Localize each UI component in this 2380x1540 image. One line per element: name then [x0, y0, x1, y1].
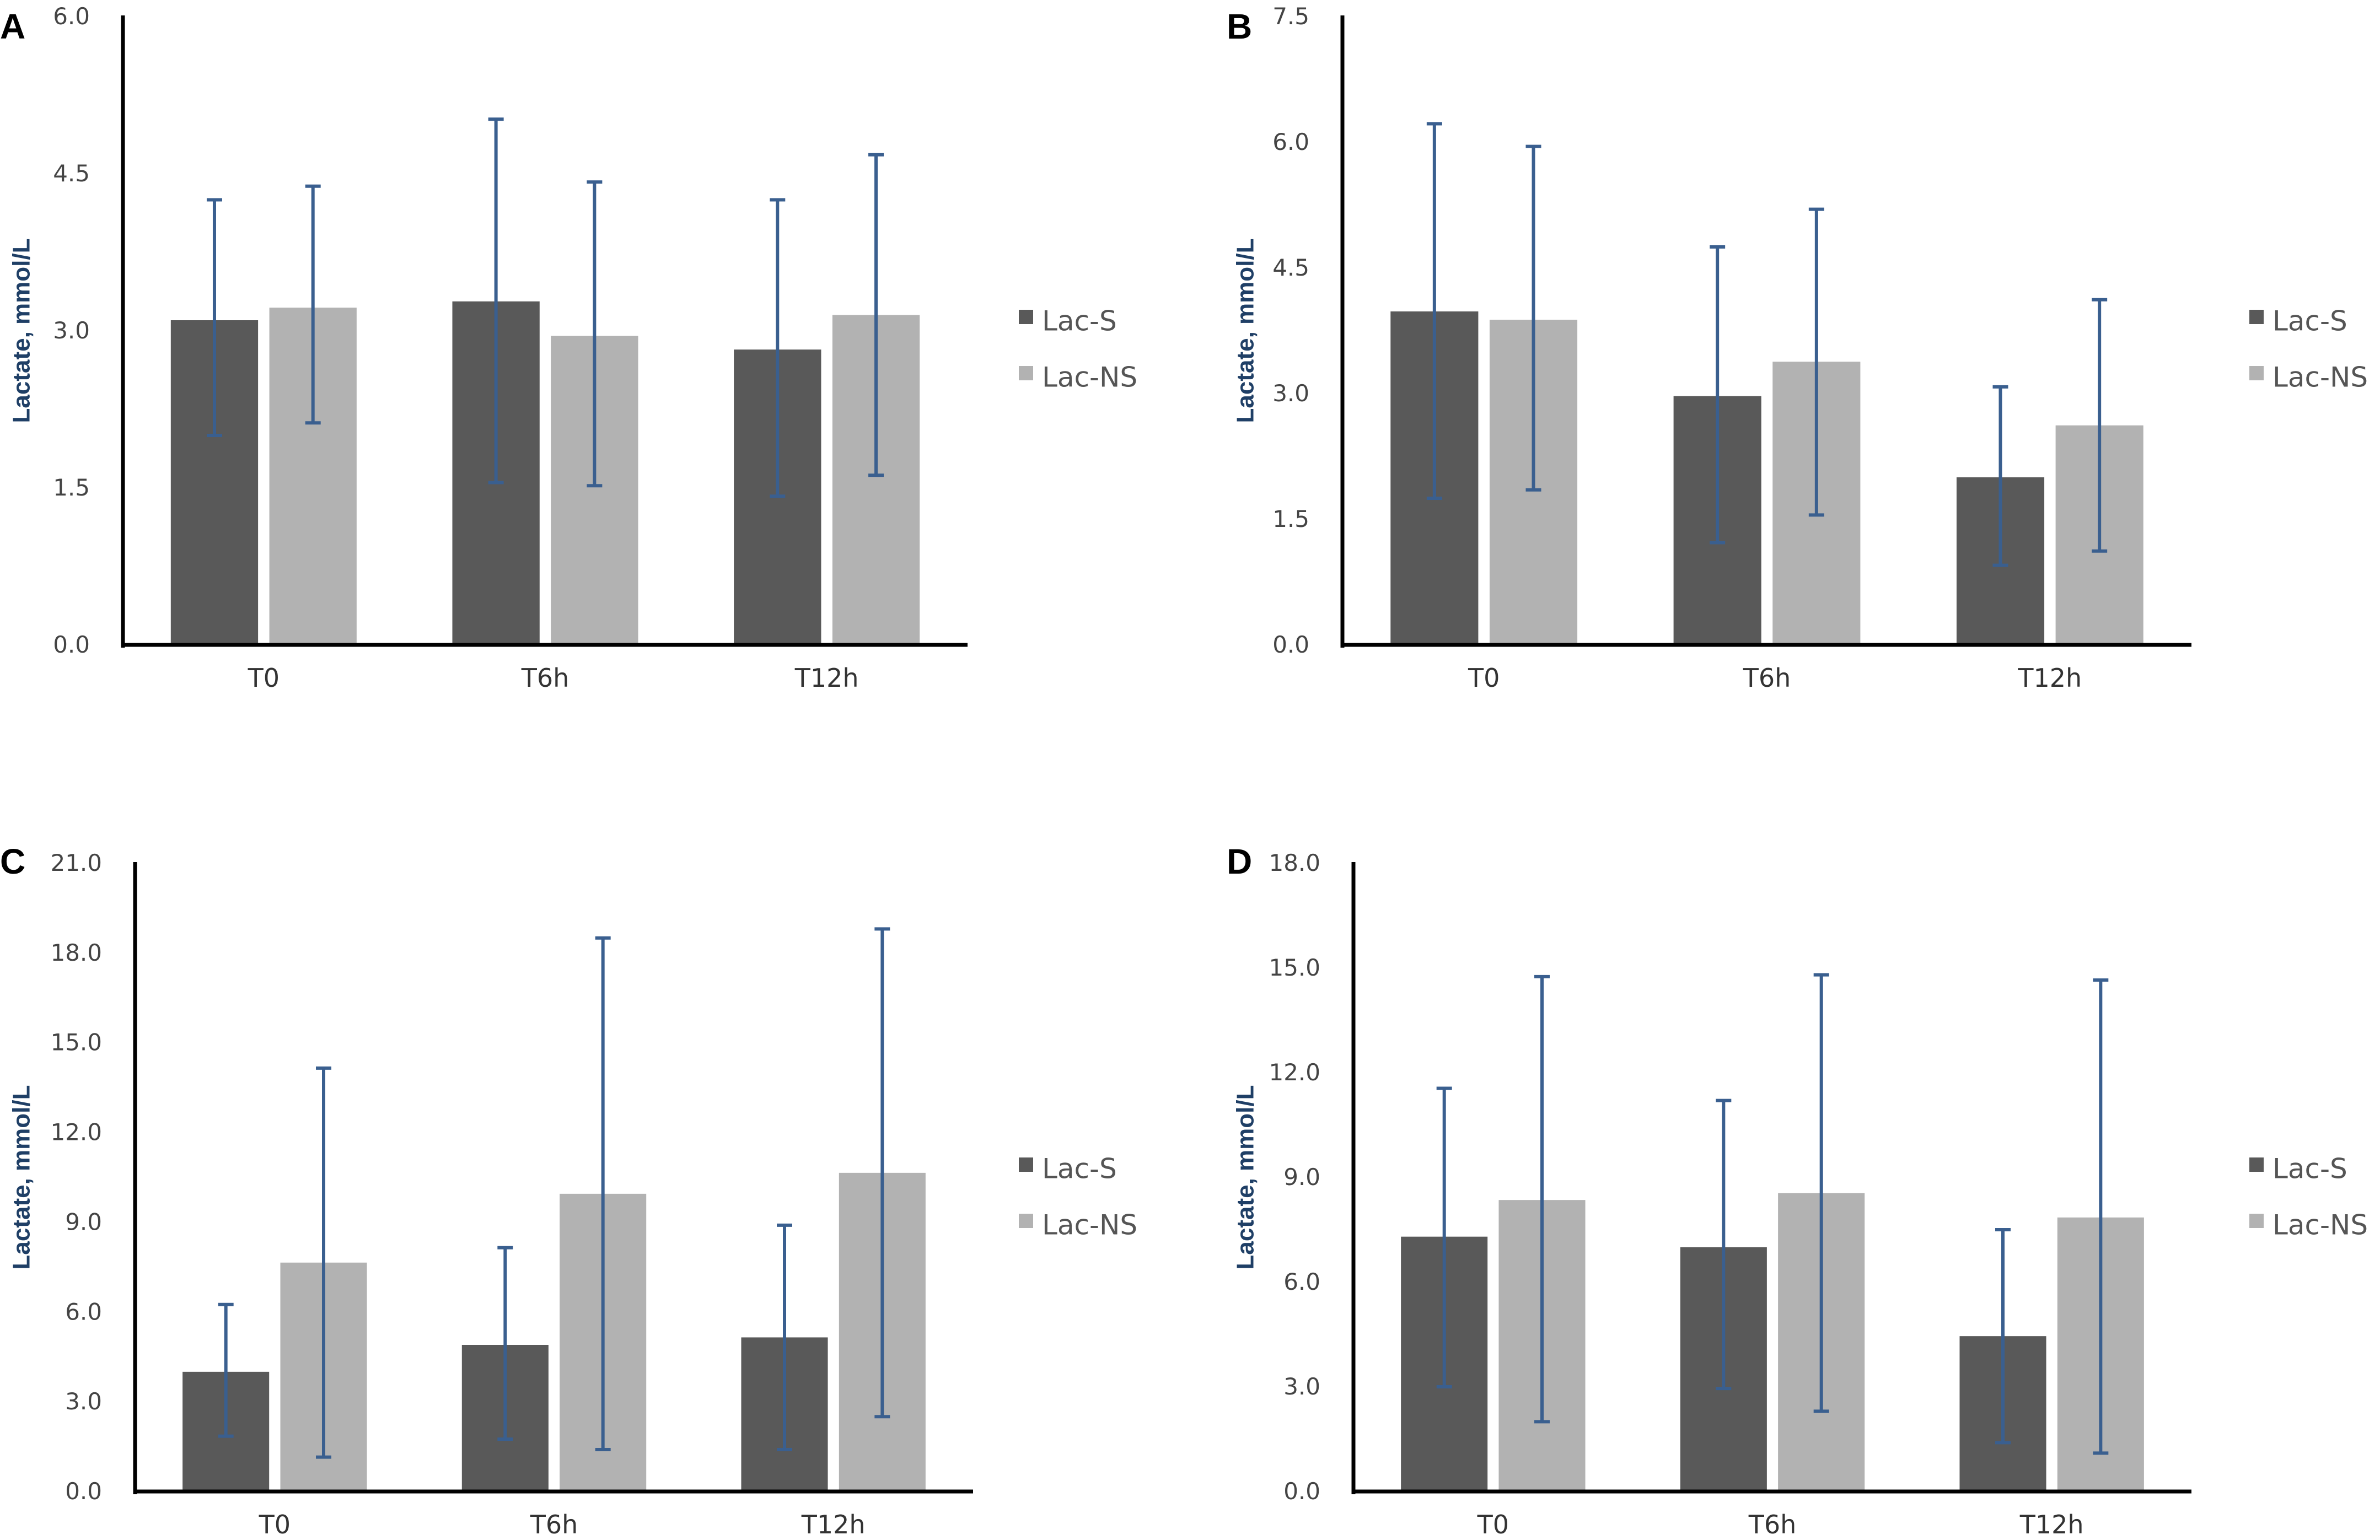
x-tick-label: T12h [2017, 663, 2082, 693]
y-tick-label: 9.0 [1283, 1164, 1320, 1191]
y-tick-label: 1.5 [53, 474, 90, 501]
x-tick-label: T12h [801, 1510, 866, 1539]
x-tick-label: T0 [1468, 663, 1500, 693]
panel-letter: D [1227, 842, 1252, 881]
y-tick-label: 4.5 [53, 160, 90, 187]
legend-swatch [1019, 1157, 1033, 1172]
panel-letter: B [1227, 7, 1252, 46]
y-tick-label: 15.0 [50, 1029, 102, 1056]
y-tick-label: 6.0 [1283, 1268, 1320, 1295]
legend-swatch [1019, 366, 1033, 380]
y-tick-label: 0.0 [1272, 631, 1309, 658]
legend-label: Lac-S [1042, 305, 1117, 337]
x-tick-label: T6h [1748, 1510, 1797, 1539]
y-axis-label: Lactate, mmol/L [1232, 239, 1259, 423]
x-tick-label: T12h [794, 663, 859, 693]
y-tick-label: 6.0 [65, 1298, 102, 1325]
y-tick-label: 6.0 [53, 3, 90, 30]
legend-label: Lac-S [1042, 1153, 1117, 1185]
y-tick-label: 15.0 [1269, 954, 1320, 981]
legend-swatch [1019, 310, 1033, 324]
legend-label: Lac-S [2272, 305, 2347, 337]
x-tick-label: T0 [1477, 1510, 1509, 1539]
y-tick-label: 0.0 [65, 1478, 102, 1505]
y-tick-label: 6.0 [1272, 128, 1309, 155]
legend-swatch [2249, 310, 2264, 324]
legend-label: Lac-NS [2272, 362, 2368, 394]
y-tick-label: 18.0 [50, 939, 102, 966]
x-tick-label: T12h [2019, 1510, 2084, 1539]
y-axis-label: Lactate, mmol/L [1232, 1085, 1259, 1270]
y-tick-label: 9.0 [65, 1208, 102, 1235]
legend-label: Lac-NS [2272, 1209, 2368, 1241]
y-tick-label: 3.0 [1272, 380, 1309, 407]
y-tick-label: 3.0 [1283, 1373, 1320, 1400]
panel-letter: C [0, 842, 25, 881]
x-tick-label: T6h [1743, 663, 1791, 693]
panel-a: A 0.0 1.5 3.0 4.5 6.0 Lactate, mmol/L T0 T6h T12h… [0, 3, 1137, 693]
y-tick-label: 7.5 [1272, 3, 1309, 30]
x-tick-label: T6h [521, 663, 570, 693]
y-tick-label: 21.0 [50, 849, 102, 876]
y-tick-label: 18.0 [1269, 849, 1320, 876]
legend-swatch [2249, 366, 2264, 380]
panel-c: C 0.0 3.0 6.0 9.0 12.0 15.0 18.0 21.0 Lactate, mm… [0, 842, 1137, 1539]
panel-d: D 0.0 3.0 6.0 9.0 12.0 15.0 18.0 Lactate, mmol/L… [1227, 842, 2368, 1539]
y-axis-label: Lactate, mmol/L [8, 239, 35, 423]
legend-swatch [2249, 1157, 2264, 1172]
x-tick-label: T0 [259, 1510, 291, 1539]
legend-swatch [1019, 1214, 1033, 1228]
y-tick-label: 0.0 [53, 631, 90, 658]
panel-letter: A [0, 7, 25, 46]
y-axis-label: Lactate, mmol/L [8, 1085, 35, 1270]
legend-label: Lac-S [2272, 1153, 2347, 1185]
y-tick-label: 0.0 [1283, 1478, 1320, 1505]
y-tick-label: 4.5 [1272, 254, 1309, 281]
y-tick-label: 12.0 [1269, 1059, 1320, 1086]
legend-label: Lac-NS [1042, 1209, 1137, 1241]
y-tick-label: 12.0 [50, 1119, 102, 1146]
legend-label: Lac-NS [1042, 362, 1137, 394]
x-tick-label: T6h [530, 1510, 578, 1539]
panel-b: B 0.0 1.5 3.0 4.5 6.0 7.5 Lactate, mmol/L T0 T6h T… [1227, 3, 2368, 693]
y-tick-label: 3.0 [53, 317, 90, 344]
x-tick-label: T0 [248, 663, 280, 693]
y-tick-label: 3.0 [65, 1388, 102, 1415]
y-tick-label: 1.5 [1272, 505, 1309, 532]
legend-swatch [2249, 1214, 2264, 1228]
